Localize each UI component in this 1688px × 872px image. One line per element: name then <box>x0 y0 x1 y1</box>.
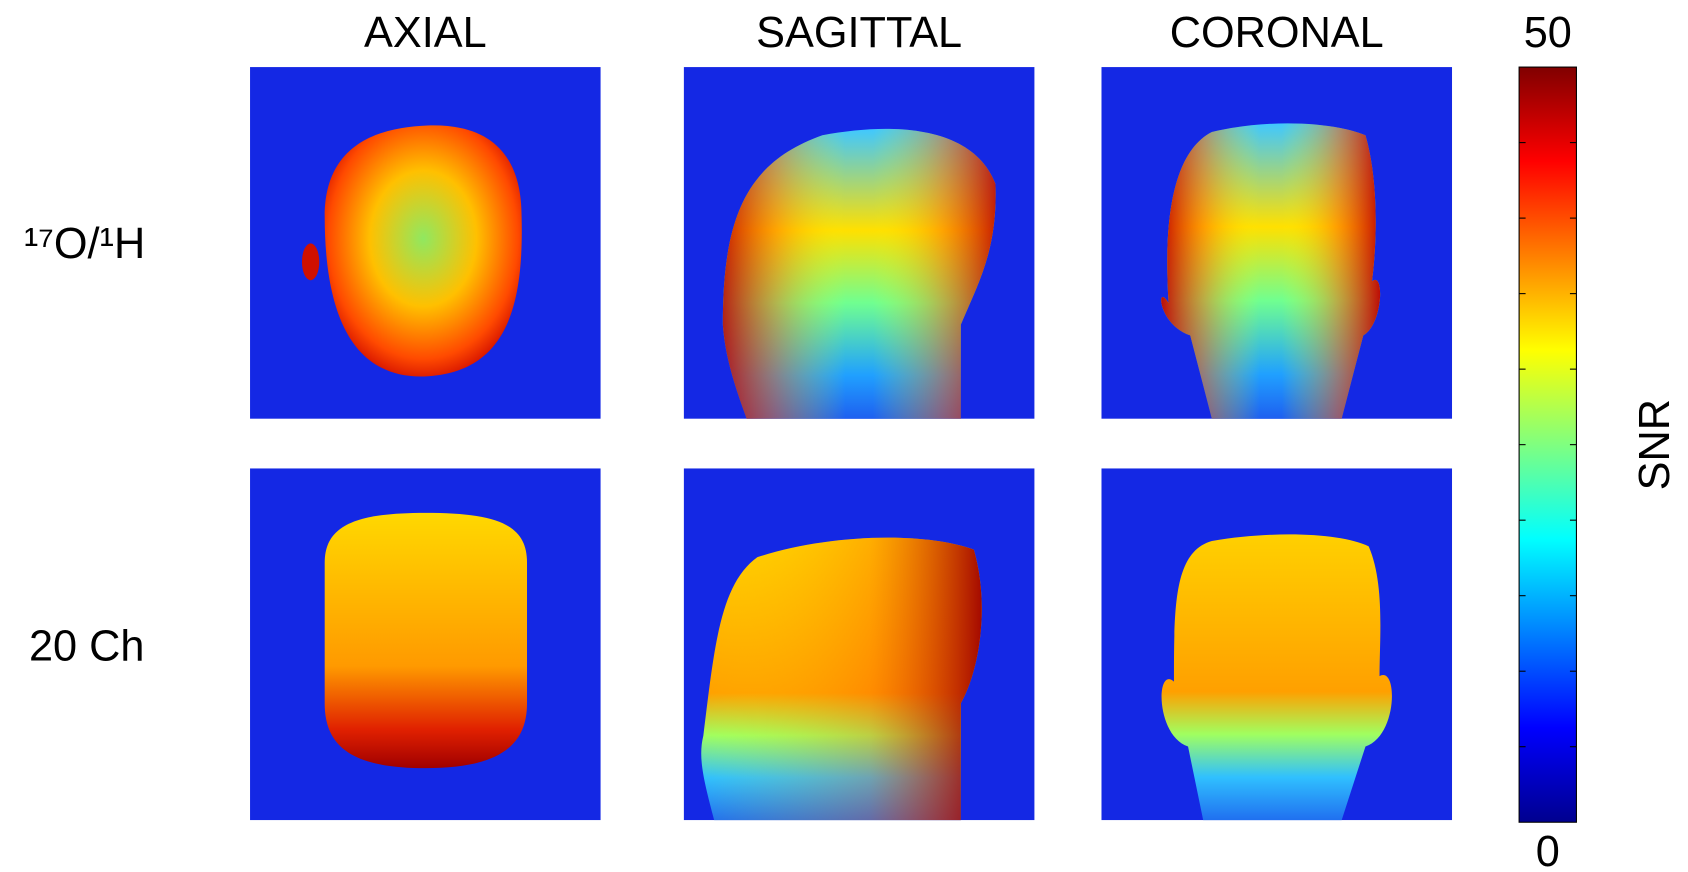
ear <box>301 243 320 281</box>
head-map <box>1161 123 1381 419</box>
colorbar-tick-label: 0 <box>1536 828 1560 872</box>
colorbar <box>1518 66 1577 823</box>
row-label: ¹⁷O/¹H <box>24 220 145 268</box>
head-map <box>324 125 522 377</box>
column-title: SAGITTAL <box>756 9 962 57</box>
colorbar-label: SNR <box>1631 399 1679 490</box>
row-label: 20 Ch <box>29 623 144 671</box>
head-map <box>722 128 996 419</box>
colorbar-tick-label: 50 <box>1524 9 1572 57</box>
column-title: CORONAL <box>1170 9 1384 57</box>
column-title: AXIAL <box>364 9 487 57</box>
head-map <box>1161 534 1392 821</box>
panels <box>250 67 1453 821</box>
head-map <box>701 537 982 821</box>
head-map <box>324 512 528 769</box>
